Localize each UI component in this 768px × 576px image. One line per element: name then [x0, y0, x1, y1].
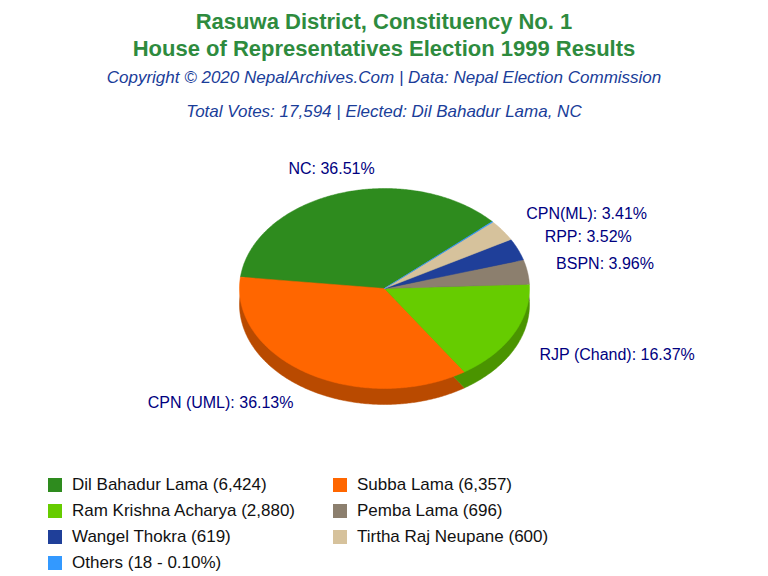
svg-text:CPN(ML): 3.41%: CPN(ML): 3.41%	[526, 205, 647, 222]
html-text:Tirtha Raj Neupane (600): Tirtha Raj Neupane (600)	[357, 527, 549, 546]
html-text:Dil Bahadur Lama (6,424): Dil Bahadur Lama (6,424)	[72, 475, 267, 494]
html-text:Pemba Lama (696): Pemba Lama (696)	[357, 501, 503, 520]
html-text:Copyright © 2020 NepalArchives: Copyright © 2020 NepalArchives.Com | Dat…	[106, 68, 662, 87]
html-text:Rasuwa District, Constituency: Rasuwa District, Constituency No. 1	[195, 9, 573, 34]
html-text:Total Votes: 17,594 | Elected:: Total Votes: 17,594 | Elected: Dil Bahad…	[186, 102, 582, 121]
svg-text:RJP (Chand): 16.37%: RJP (Chand): 16.37%	[539, 346, 694, 363]
html-text:Subba Lama (6,357): Subba Lama (6,357)	[357, 475, 512, 494]
html-text:Wangel Thokra (619): Wangel Thokra (619)	[72, 527, 231, 546]
svg-text:BSPN: 3.96%: BSPN: 3.96%	[556, 255, 654, 272]
svg-text:RPP: 3.52%: RPP: 3.52%	[545, 228, 632, 245]
html-text:Ram Krishna Acharya (2,880): Ram Krishna Acharya (2,880)	[72, 501, 295, 520]
svg-text:NC: 36.51%: NC: 36.51%	[288, 160, 374, 177]
html-text:House of Representatives Elect: House of Representatives Election 1999 R…	[132, 36, 636, 61]
svg-text:CPN (UML): 36.13%: CPN (UML): 36.13%	[148, 394, 294, 411]
html-text:Others (18 - 0.10%): Others (18 - 0.10%)	[72, 553, 222, 572]
